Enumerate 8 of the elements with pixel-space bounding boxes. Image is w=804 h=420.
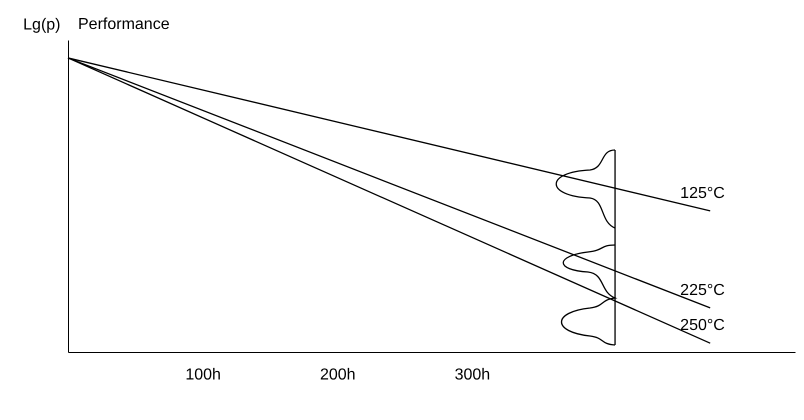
x-tick-label: 200h: [320, 366, 356, 384]
chart-title: Performance: [78, 16, 170, 33]
series-label: 225°C: [680, 282, 725, 299]
y-axis-title: Lg(p): [23, 16, 60, 34]
x-tick-label: 100h: [185, 366, 221, 384]
x-tick-label: 300h: [454, 366, 490, 384]
series-label: 250°C: [680, 317, 725, 334]
series-label: 125°C: [680, 184, 725, 202]
